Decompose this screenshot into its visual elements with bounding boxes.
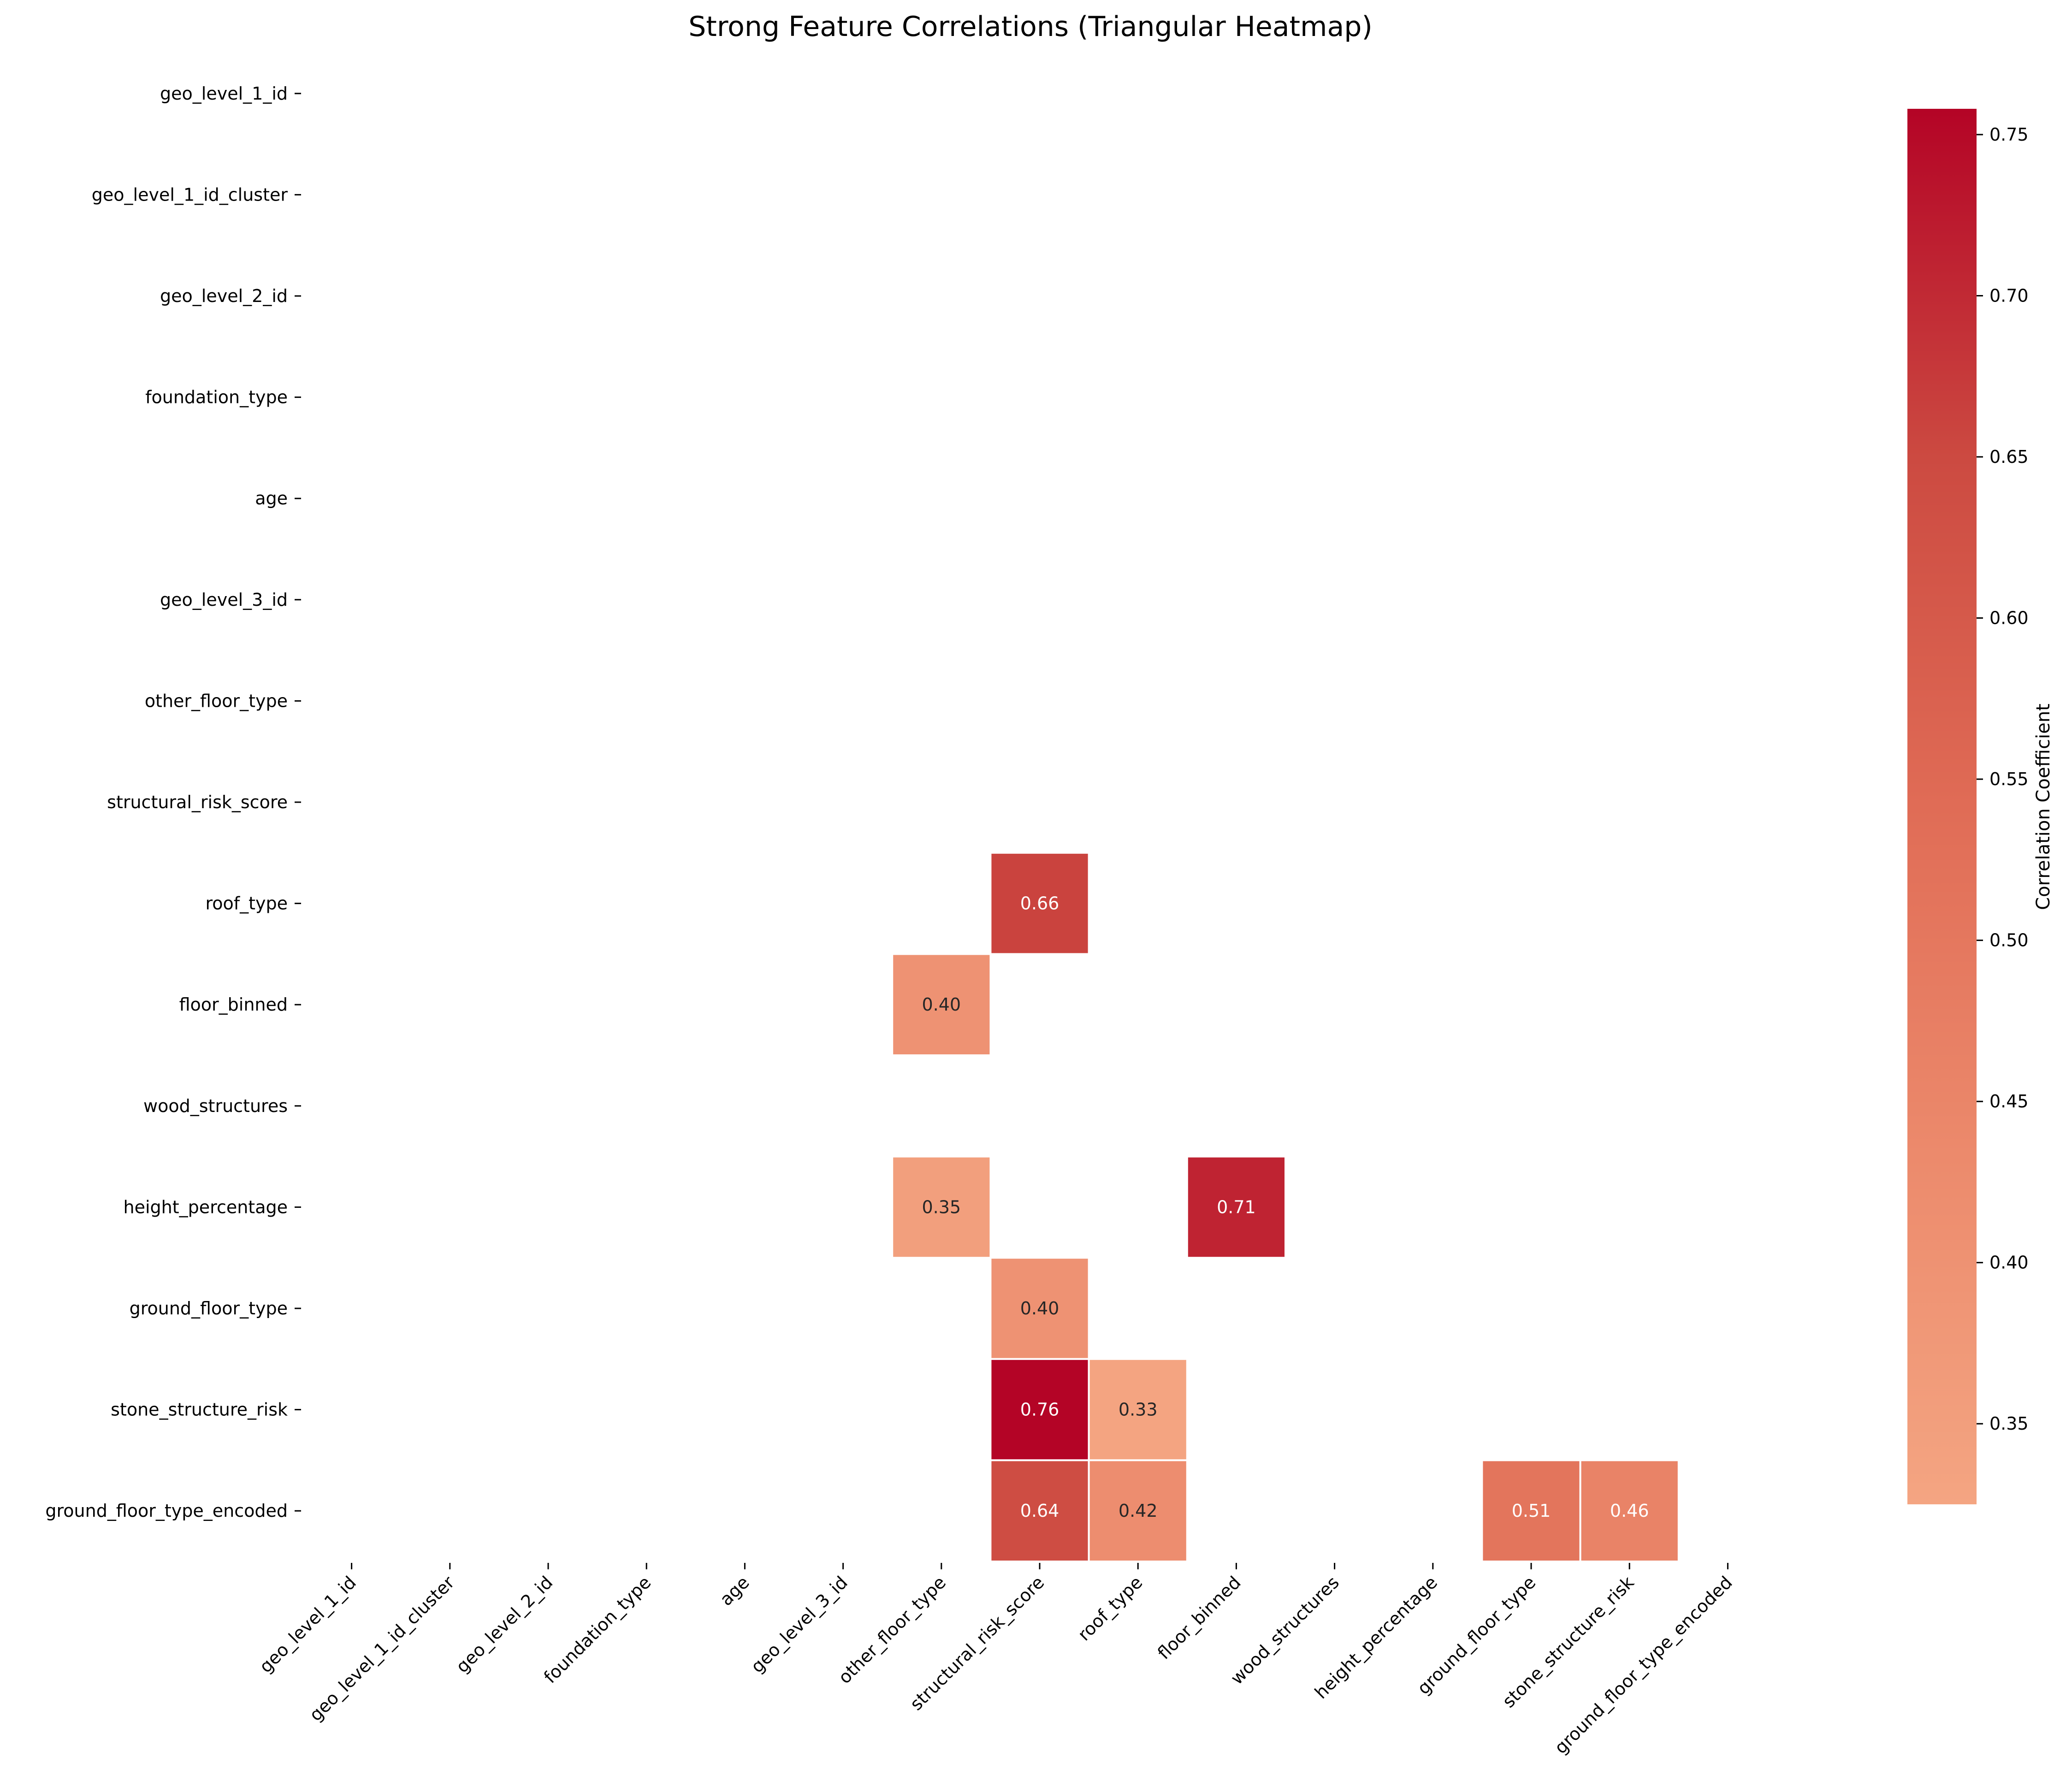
y-tick-label: height_percentage	[124, 1197, 288, 1217]
heatmap-cell	[891, 1155, 992, 1259]
x-tick-label: other_floor_type	[835, 1572, 950, 1687]
y-tick-label: geo_level_3_id	[160, 590, 288, 610]
y-tick-label: wood_structures	[143, 1096, 288, 1116]
colorbar-tick-label: 0.40	[1989, 1253, 2029, 1273]
x-tick-label: floor_binned	[1154, 1572, 1245, 1663]
x-tick-label: ground_floor_type_encoded	[1551, 1572, 1736, 1758]
heatmap-cell	[989, 1459, 1090, 1562]
heatmap-cell	[1088, 1358, 1188, 1461]
colorbar-tick-label: 0.50	[1989, 930, 2029, 951]
y-tick-label: floor_binned	[179, 994, 288, 1015]
heatmap-cell	[989, 852, 1090, 955]
cell-value-label: 0.71	[1217, 1197, 1256, 1217]
colorbar-tick-label: 0.55	[1989, 769, 2029, 789]
colorbar: 0.35 0.40 0.45 0.50 0.55 0.60 0.65 0.70 0.75 Cor…	[1907, 109, 2054, 1504]
colorbar-tick-label: 0.75	[1989, 124, 2029, 145]
colorbar-label: Correlation Coefficient	[2033, 704, 2054, 910]
colorbar-tick-label: 0.65	[1989, 447, 2029, 467]
heatmap-cell	[1088, 1459, 1188, 1562]
colorbar-tick-label: 0.45	[1989, 1091, 2029, 1112]
x-tick-label: geo_level_3_id	[747, 1572, 852, 1677]
y-tick-label: geo_level_1_id	[160, 83, 288, 104]
colorbar-tick-label: 0.35	[1989, 1413, 2029, 1434]
x-axis: geo_level_1_idgeo_level_1_id_clustergeo_…	[255, 1563, 1736, 1758]
cell-value-label: 0.66	[1020, 893, 1060, 914]
chart-title: Strong Feature Correlations (Triangular …	[688, 11, 1373, 43]
cell-value-label: 0.64	[1020, 1501, 1060, 1521]
colorbar-gradient	[1907, 109, 1977, 1504]
x-tick-label: geo_level_1_id	[255, 1572, 360, 1677]
heatmap-cells: 0.66 0.40 0.35 0.71 0.40 0.76 0.33 0.64 0.42 0.51…	[891, 852, 1680, 1562]
y-tick-label: ground_floor_type	[130, 1298, 288, 1319]
cell-value-label: 0.35	[922, 1197, 961, 1217]
heatmap-cell	[891, 953, 992, 1056]
y-tick-label: structural_risk_score	[107, 792, 288, 812]
y-tick-label: age	[255, 488, 288, 509]
cell-value-label: 0.76	[1020, 1400, 1060, 1420]
heatmap-cell	[989, 1257, 1090, 1360]
x-tick-label: roof_type	[1074, 1572, 1146, 1644]
cell-value-label: 0.42	[1119, 1501, 1158, 1521]
y-tick-label: foundation_type	[145, 387, 288, 408]
y-tick-label: geo_level_1_id_cluster	[92, 184, 288, 205]
y-tick-label: geo_level_2_id	[160, 286, 288, 306]
heatmap-cell	[1186, 1155, 1287, 1259]
y-axis: geo_level_1_id geo_level_1_id_cluster geo_…	[45, 83, 301, 1521]
y-tick-label: ground_floor_type_encoded	[45, 1501, 288, 1521]
y-tick-label: other_floor_type	[145, 691, 288, 711]
y-tick-label: roof_type	[205, 893, 288, 914]
cell-value-label: 0.51	[1512, 1501, 1551, 1521]
y-tick-label: stone_structure_risk	[111, 1400, 288, 1420]
cell-value-label: 0.40	[1020, 1298, 1060, 1319]
colorbar-ticks: 0.35 0.40 0.45 0.50 0.55 0.60 0.65 0.70 0.75	[1977, 124, 2029, 1434]
colorbar-tick-label: 0.60	[1989, 608, 2029, 628]
x-tick-label: geo_level_2_id	[452, 1572, 556, 1677]
x-tick-label: age	[716, 1572, 753, 1609]
x-tick-label: foundation_type	[540, 1572, 655, 1687]
cell-value-label: 0.33	[1119, 1400, 1158, 1420]
colorbar-tick-label: 0.70	[1989, 285, 2029, 306]
x-tick-label: wood_structures	[1227, 1572, 1343, 1688]
heatmap-cell	[1579, 1459, 1680, 1562]
cell-value-label: 0.46	[1610, 1501, 1649, 1521]
cell-value-label: 0.40	[922, 994, 961, 1015]
